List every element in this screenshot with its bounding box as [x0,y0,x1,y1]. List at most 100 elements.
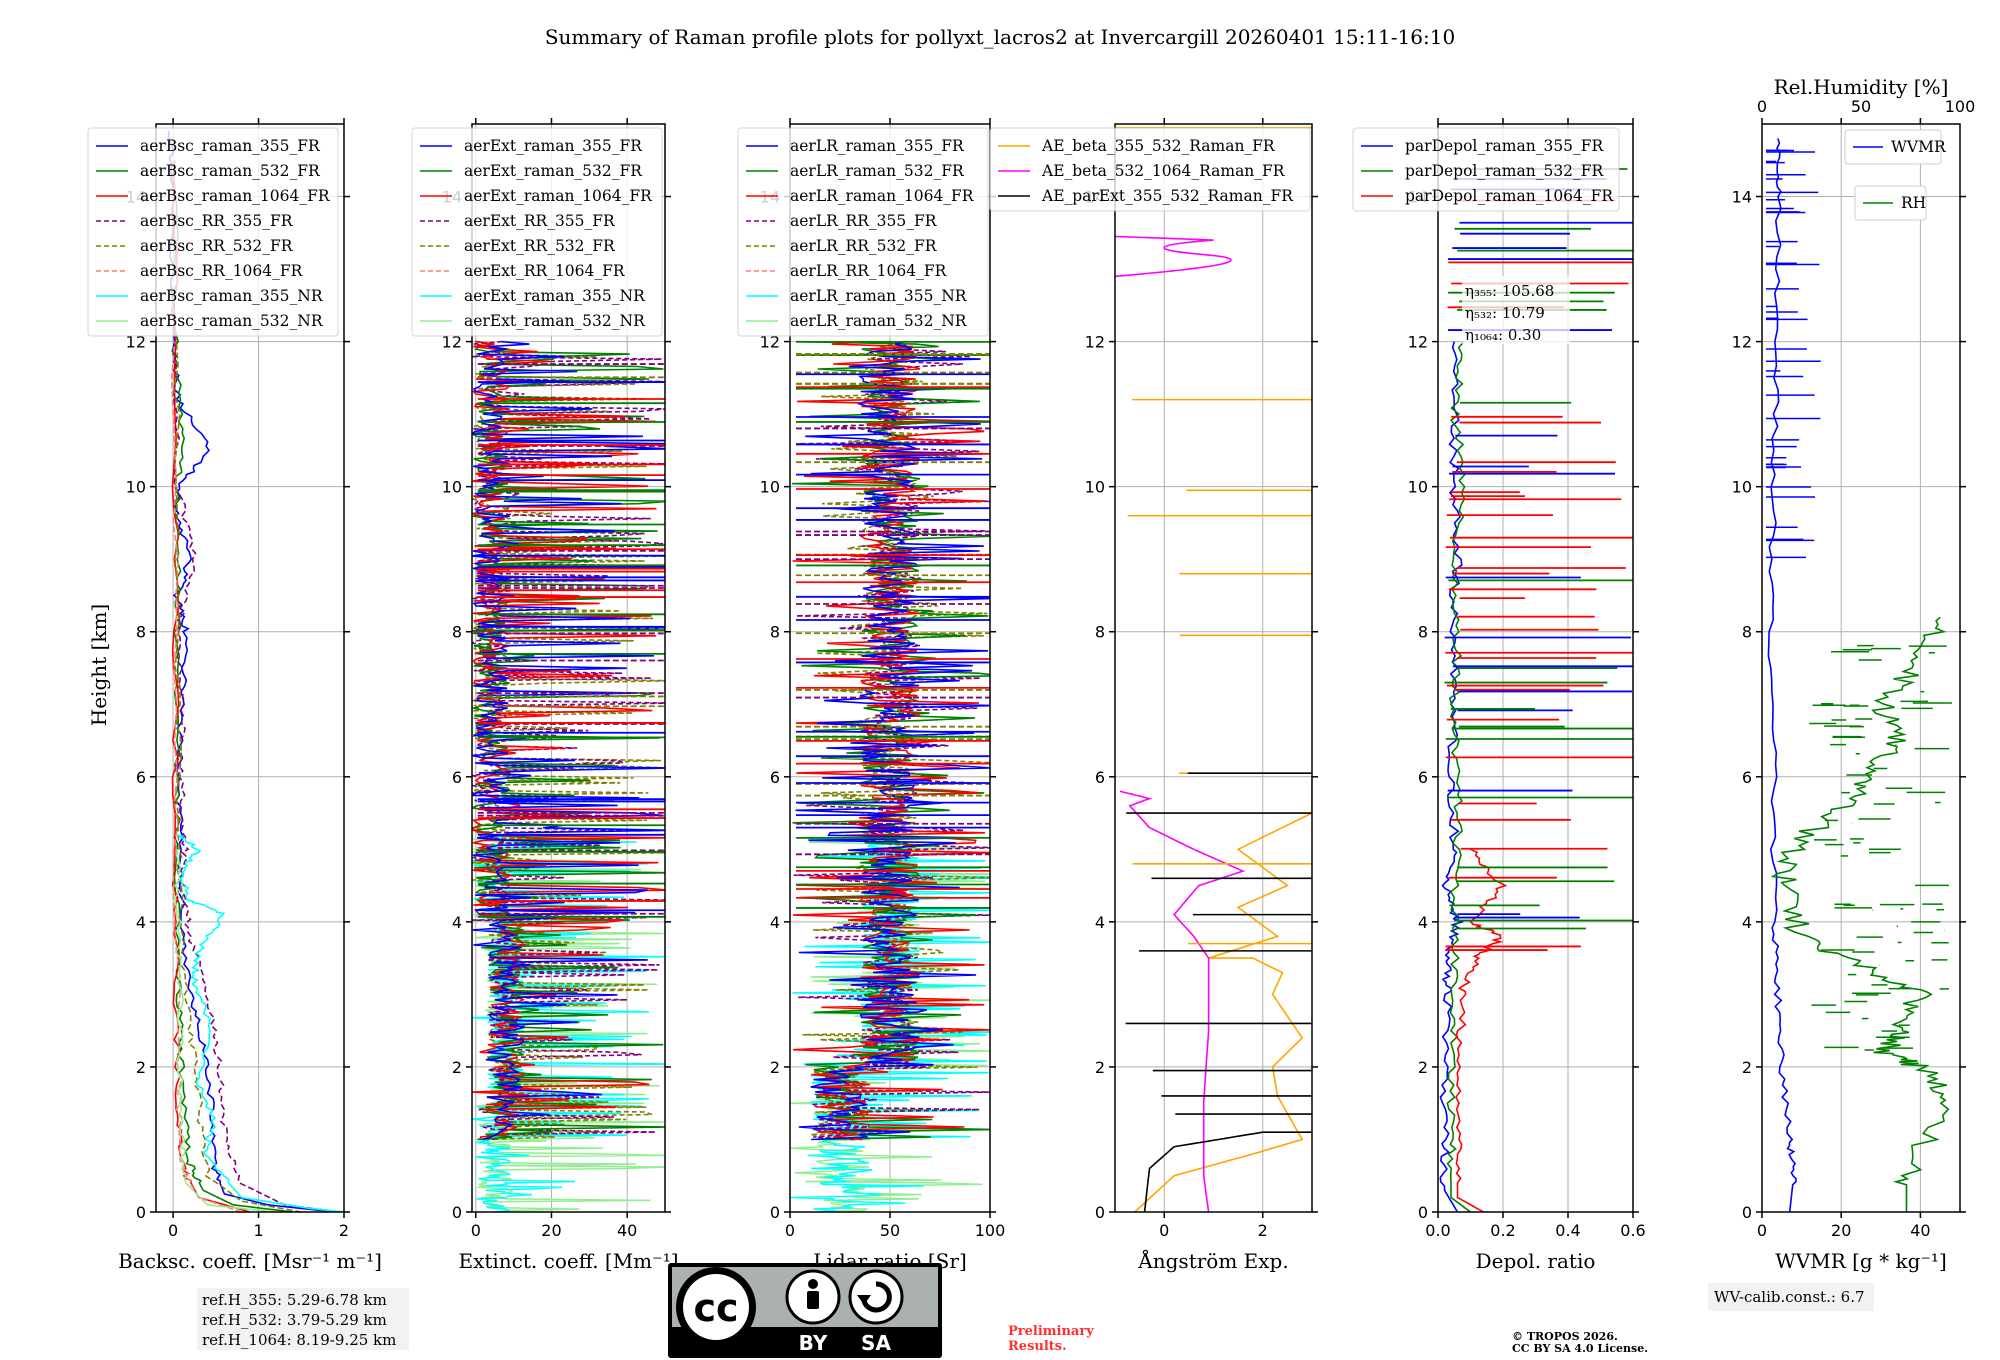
series-line-aerBsc_raman_355_NR [177,834,344,1212]
preliminary-line-1: Preliminary [1008,1324,1094,1339]
y-tick-label: 4 [452,913,462,932]
y-tick-label: 4 [1095,913,1105,932]
y-tick-label: 4 [770,913,780,932]
legend-label: aerBsc_raman_355_NR [140,287,324,305]
plot-area-ae [1115,126,1312,1212]
y-tick-label: 8 [136,623,146,642]
legend-label: aerBsc_raman_355_FR [140,137,321,155]
y-tick-label: 0 [1742,1203,1752,1222]
panel-lr: 02468101214050100Lidar ratio [Sr]aerLR_r… [737,118,1005,1273]
y-tick-label: 12 [1732,333,1752,352]
legend-ext: aerExt_raman_355_FR aerExt_raman_532_FRae… [411,127,663,337]
legend-label: aerLR_raman_355_NR [790,287,968,305]
series-line-AE_beta_532_1064_Raman_FR [1119,790,1246,1212]
legend-label: AE_parExt_355_532_Raman_FR [1041,187,1294,205]
ref-box-bg [197,1288,409,1350]
series-line-RH [1770,616,1950,1212]
x-tick-label: 0.0 [1425,1221,1450,1240]
legend-ae: AE_beta_355_532_Raman_FR AE_beta_532_1064… [989,127,1311,212]
axes-frame [155,123,345,1213]
panel-bsc: 02468101214012Backsc. coeff. [Msr⁻¹ m⁻¹]… [87,118,382,1273]
x-tick-label: 0 [1757,1221,1767,1240]
ref-h-1064: ref.H_1064: 8.19-9.25 km [202,1331,396,1349]
by-person-head [808,1279,818,1289]
y-tick-label: 10 [1408,478,1428,497]
x-tick-label: 0 [785,1221,795,1240]
legend-label: parDepol_raman_532_FR [1405,162,1605,180]
sa-arrow-arc [861,1281,892,1313]
legend-box [989,127,1311,212]
x-tick-label: 0.2 [1490,1221,1515,1240]
axes-frame [1437,123,1634,1213]
legend-box [411,127,663,337]
series-line-aerBsc_RR_1064_FR [170,341,242,1212]
legend-label: aerLR_raman_1064_FR [790,187,975,205]
plot-area-lr [790,340,990,1212]
legend-depol: parDepol_raman_355_FR parDepol_raman_532_… [1352,127,1620,212]
ref-height-box: ref.H_355: 5.29-6.78 km ref.H_532: 3.79-… [197,1288,409,1350]
y-tick-label: 8 [1418,623,1428,642]
y-tick-label: 2 [1095,1058,1105,1077]
legend-label: AE_beta_355_532_Raman_FR [1041,137,1276,155]
legend-bsc: aerBsc_raman_355_FR aerBsc_raman_532_FRae… [87,127,339,337]
wv-calib-text: WV-calib.const.: 6.7 [1714,1288,1865,1306]
legend-label: aerLR_RR_355_FR [790,212,938,230]
legend-box [87,127,339,337]
y-tick-label: 8 [770,623,780,642]
cc-letters: cc [693,1286,738,1330]
plot-area-wv [1765,138,1952,1212]
eta-355: η₃₅₅: 105.68 [1465,282,1554,300]
y-tick-label: 2 [1418,1058,1428,1077]
y-tick-label: 8 [1742,623,1752,642]
legend-label: aerBsc_raman_1064_FR [140,187,331,205]
y-tick-label: 6 [770,768,780,787]
legend-box [737,127,989,337]
legend-label: aerExt_RR_532_FR [464,237,616,255]
y-tick-label: 14 [1732,188,1752,207]
eta-annotation: η₃₅₅: 105.68 η₅₃₂: 10.79 η₁₀₆₄: 0.30 [1462,276,1570,344]
series-line-AE_parExt_355_532_Raman_FR [1143,1131,1312,1212]
legend-label: aerLR_raman_355_FR [790,137,965,155]
y-tick-label: 0 [1418,1203,1428,1222]
eta-1064: η₁₀₆₄: 0.30 [1465,326,1541,344]
y-tick-label: 2 [770,1058,780,1077]
eta-box [1462,276,1570,344]
series-line-AE_beta_355_532_Raman_FR [1134,776,1312,1212]
x-tick-label: 0 [1159,1221,1169,1240]
copyright-line-2: CC BY SA 4.0 License. [1512,1342,1648,1355]
x-axis-label-ae: Ångström Exp. [1137,1248,1288,1273]
ref-h-532: ref.H_532: 3.79-5.29 km [202,1311,387,1329]
legend-wv: WVMR RH [1844,129,1947,221]
y-tick-label: 10 [1085,478,1105,497]
legend-label: aerExt_raman_532_NR [464,312,646,330]
y-tick-label: 6 [1742,768,1752,787]
x-tick-label: 0.6 [1620,1221,1645,1240]
sa-label: SA [861,1331,891,1355]
top-tick-label: 100 [1945,97,1976,116]
panel-ext: 0246810121402040Extinct. coeff. [Mm⁻¹]ae… [411,118,679,1273]
figure-title: Summary of Raman profile plots for polly… [545,25,1455,49]
legend-label: aerLR_RR_532_FR [790,237,938,255]
x-tick-label: 0.4 [1555,1221,1580,1240]
legend-box [1352,127,1620,212]
sa-arrow-head [857,1295,871,1305]
legend-box [1844,129,1942,165]
x-axis-label-ext: Extinct. coeff. [Mm⁻¹] [458,1249,678,1273]
series-line-cyan [472,834,665,1212]
series-line-WVMR [1767,138,1797,1212]
series-line-aerBsc_raman_532_NR [173,849,276,1212]
y-tick-label: 8 [452,623,462,642]
y-tick-label: 4 [1742,913,1752,932]
x-tick-label: 2 [339,1221,349,1240]
x-tick-label: 1 [253,1221,263,1240]
axes-frame [471,123,666,1213]
legend-label: aerLR_raman_532_NR [790,312,968,330]
y-tick-label: 12 [760,333,780,352]
x-tick-label: 20 [541,1221,561,1240]
cc-circle-inner [683,1274,749,1340]
legend-label: aerBsc_RR_1064_FR [140,262,304,280]
y-tick-label: 2 [136,1058,146,1077]
panel-ae: 0246810121402Ångström Exp.AE_beta_355_53… [989,118,1318,1273]
x-tick-label: 40 [1910,1221,1930,1240]
x-tick-label: 50 [880,1221,900,1240]
